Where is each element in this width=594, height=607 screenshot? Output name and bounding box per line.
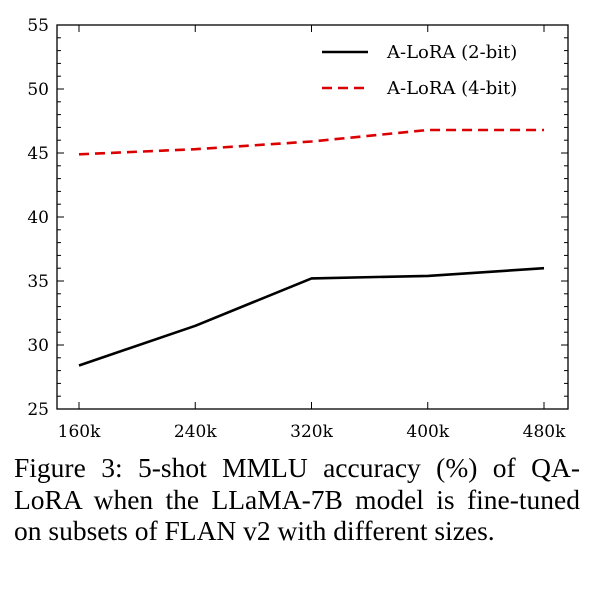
x-tick-label: 240k — [174, 422, 217, 442]
series-line-1 — [78, 266, 545, 367]
y-tick-label: 50 — [27, 80, 49, 100]
y-tick-label: 25 — [27, 400, 49, 420]
y-tick-label: 40 — [27, 208, 49, 228]
x-tick-label: 160k — [58, 422, 101, 442]
y-tick-label: 30 — [27, 336, 49, 356]
legend-label-2: A-LoRA (4-bit) — [386, 78, 517, 99]
series-line-2 — [78, 128, 544, 156]
figure-caption: Figure 3: 5-shot MMLU accuracy (%) of QA… — [14, 452, 580, 546]
line-chart: 25 30 35 40 45 50 55 160k 240k 320k 400k 480k A-LoR… — [27, 16, 569, 442]
y-tick-label: 45 — [27, 144, 49, 164]
x-tick-label: 320k — [290, 422, 333, 442]
x-tick-label: 400k — [406, 422, 449, 442]
legend-label-1: A-LoRA (2-bit) — [386, 42, 517, 63]
y-tick-label: 55 — [27, 16, 49, 36]
x-tick-label: 480k — [523, 422, 566, 442]
legend: A-LoRA (2-bit) A-LoRA (4-bit) — [322, 42, 517, 99]
y-tick-label: 35 — [27, 272, 49, 292]
